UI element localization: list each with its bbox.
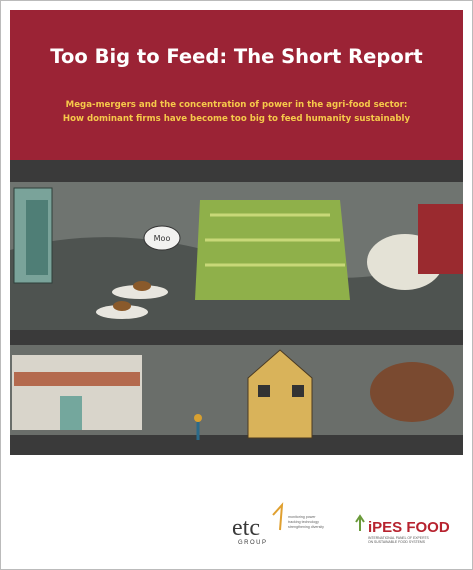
etc-tagline: strengthening diversity <box>288 525 324 529</box>
etc-tagline: monitoring power <box>288 515 316 519</box>
speech-bubble: Moo <box>154 234 171 243</box>
ipes-name: iPES FOOD <box>368 519 450 536</box>
subtitle: How dominant firms have become too big t… <box>63 114 411 124</box>
title: Too Big to Feed: The Short Report <box>50 45 422 68</box>
illustration: Moo <box>10 160 463 455</box>
etc-tagline: tracking technology <box>288 520 319 524</box>
subtitle: Mega-mergers and the concentration of po… <box>66 100 408 110</box>
cover: Too Big to Feed: The Short Report Mega-m… <box>0 0 473 570</box>
etc-group: GROUP <box>238 540 268 546</box>
header-band <box>10 10 463 160</box>
page: {"header": {"title": "Too Big to Feed: T… <box>0 0 473 570</box>
etc-name: etc <box>232 515 260 541</box>
ipes-tagline: ON SUSTAINABLE FOOD SYSTEMS <box>368 540 426 544</box>
